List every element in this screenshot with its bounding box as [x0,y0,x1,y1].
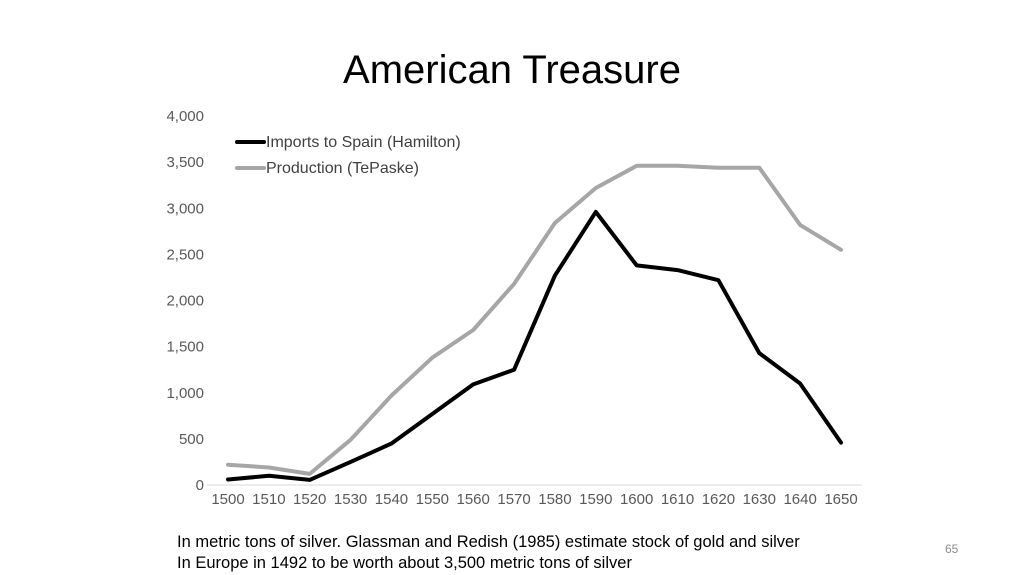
legend-label: Production (TePaske) [266,160,419,177]
x-tick-label: 1540 [375,491,408,508]
x-tick-label: 1560 [457,491,490,508]
x-tick-label: 1620 [702,491,735,508]
x-tick-label: 1650 [824,491,857,508]
x-tick-label: 1610 [661,491,694,508]
x-tick-label: 1640 [783,491,816,508]
y-tick-label: 3,500 [166,154,204,171]
slide-title: American Treasure [343,48,681,92]
y-tick-label: 4,000 [166,108,204,125]
legend-label: Imports to Spain (Hamilton) [266,134,461,151]
series-line-imports [226,209,843,482]
x-tick-label: 1630 [743,491,776,508]
x-tick-label: 1510 [252,491,285,508]
x-tick-label: 1520 [293,491,326,508]
x-tick-label: 1590 [579,491,612,508]
x-tick-label: 1530 [334,491,367,508]
y-tick-label: 2,500 [166,246,204,263]
y-tick-label: 500 [179,431,204,448]
series-line-production [226,163,843,476]
y-tick-label: 2,000 [166,293,204,310]
x-tick-label: 1600 [620,491,653,508]
y-tick-label: 3,000 [166,200,204,217]
y-tick-label: 1,000 [166,385,204,402]
y-tick-label: 1,500 [166,339,204,356]
y-tick-label: 0 [196,477,204,494]
caption-line-2: In Europe in 1492 to be worth about 3,50… [177,554,632,572]
x-tick-label: 1550 [416,491,449,508]
caption: In metric tons of silver. Glassman and R… [177,532,877,574]
page-number: 65 [945,542,959,556]
x-tick-label: 1580 [538,491,571,508]
x-tick-label: 1570 [497,491,530,508]
caption-line-1: In metric tons of silver. Glassman and R… [177,533,800,551]
x-tick-label: 1500 [211,491,244,508]
